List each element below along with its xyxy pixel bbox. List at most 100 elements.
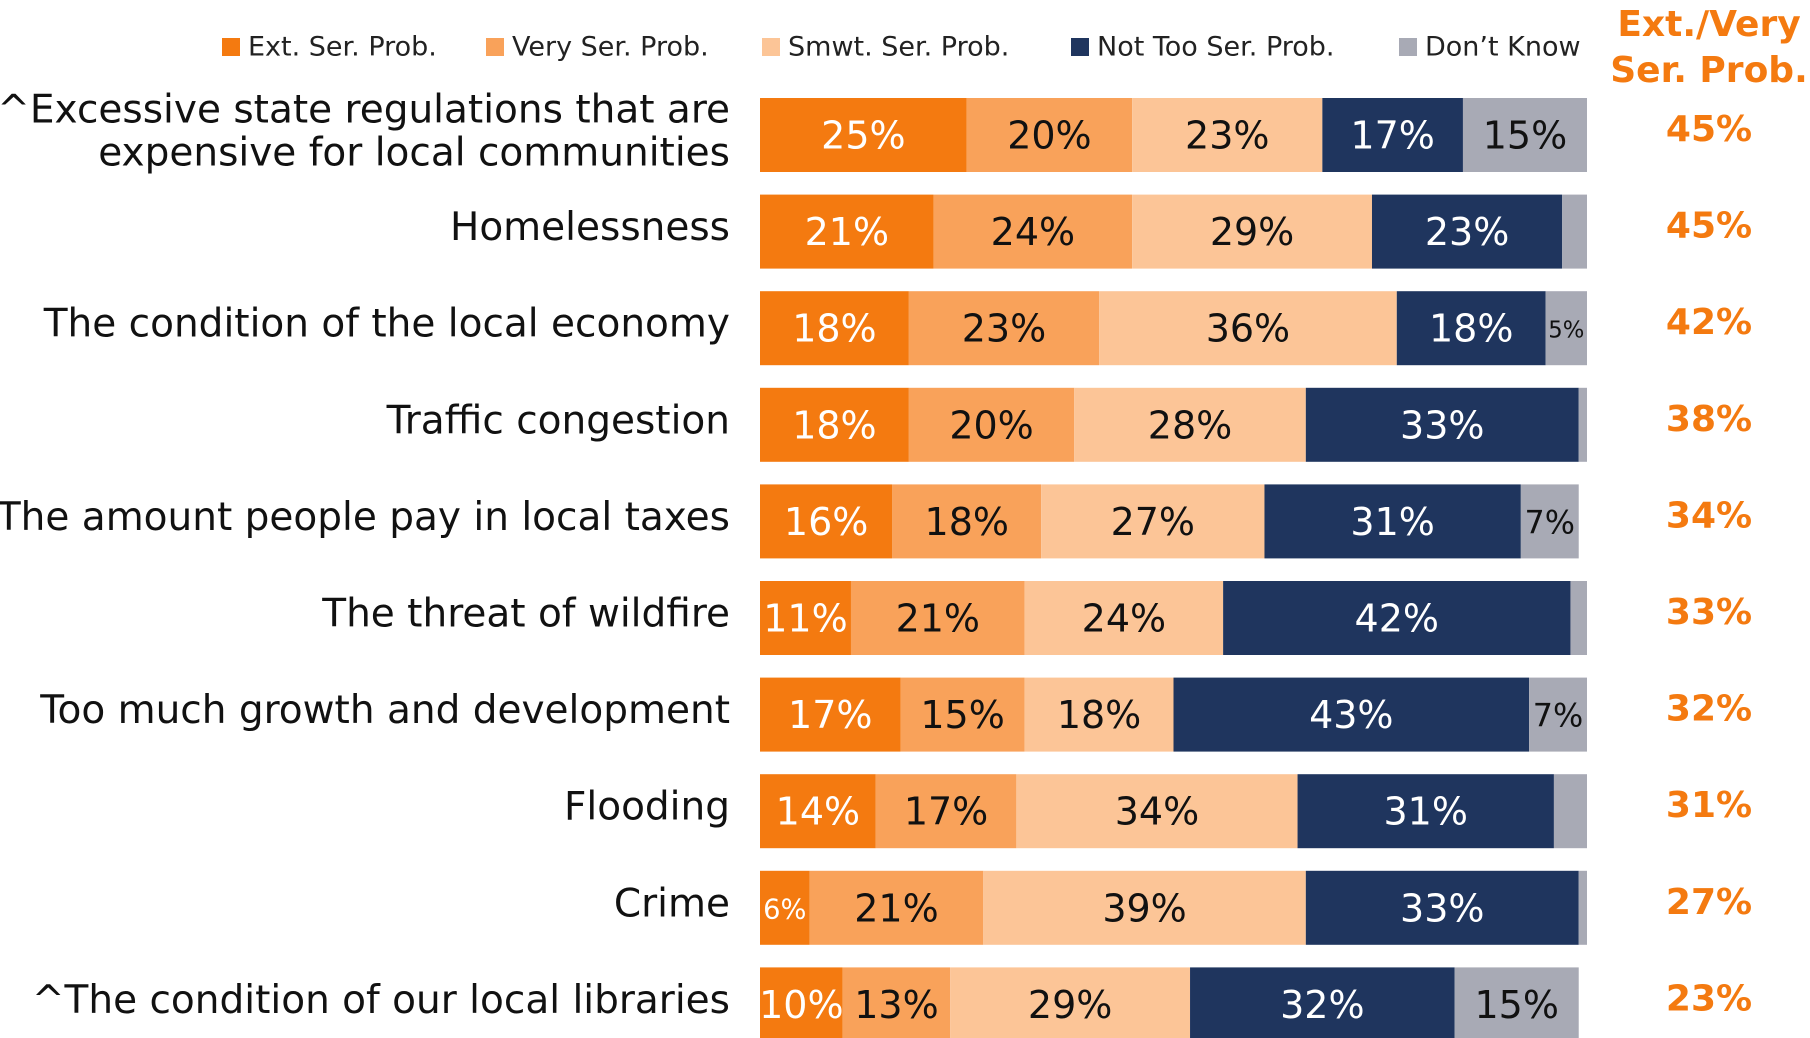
category-label: The condition of the local economy [43, 302, 730, 347]
data-label: 18% [1057, 693, 1141, 737]
data-label: 20% [1007, 114, 1091, 158]
total-label: 42% [1666, 302, 1752, 343]
data-label: 18% [925, 500, 1009, 544]
total-label: 27% [1666, 882, 1752, 923]
category-label: ^The condition of our local libraries [32, 978, 730, 1023]
data-label: 17% [788, 693, 872, 737]
bar-segment [1462, 98, 1587, 172]
legend-label: Not Too Ser. Prob. [1097, 32, 1335, 63]
data-label: 11% [763, 597, 847, 641]
bar-segment [760, 387, 909, 462]
data-label: 21% [805, 210, 889, 254]
bar-segment [760, 291, 909, 366]
bar-segment [850, 581, 1025, 655]
data-label: 15% [1483, 114, 1567, 158]
total-label: 45% [1666, 206, 1752, 247]
bar-segment [1024, 677, 1174, 752]
data-label: 33% [1400, 403, 1484, 447]
legend-swatch [1071, 38, 1089, 56]
data-label: 24% [991, 210, 1075, 254]
data-label: 31% [1350, 500, 1434, 544]
bar-segment [1371, 194, 1563, 269]
data-label: 5% [1548, 318, 1584, 344]
category-label: Too much growth and development [39, 688, 730, 733]
legend-label: Smwt. Ser. Prob. [788, 32, 1009, 63]
data-label: 16% [784, 500, 868, 544]
data-label: 18% [792, 307, 876, 351]
bar-segment [760, 967, 843, 1038]
bar-segment [1553, 774, 1587, 849]
totals-title: Ext./Very [1617, 4, 1800, 45]
legend-swatch [222, 38, 240, 56]
category-label: Traffic congestion [386, 398, 730, 443]
bar-segment [1132, 98, 1323, 172]
bar-segment [1041, 484, 1265, 559]
data-label: 23% [962, 307, 1046, 351]
bar-segment [892, 484, 1042, 559]
bar-segment [1578, 870, 1587, 945]
bar-segment [1190, 967, 1455, 1038]
bar-segment [1132, 194, 1372, 269]
category-label: The amount people pay in local taxes [0, 495, 730, 540]
legend-label: Ext. Ser. Prob. [248, 32, 437, 63]
legend-swatch [1399, 38, 1417, 56]
bar-segment [966, 98, 1133, 172]
legend-label: Don’t Know [1425, 32, 1581, 63]
data-label: 20% [949, 403, 1033, 447]
total-label: 45% [1666, 109, 1752, 150]
data-label: 15% [920, 693, 1004, 737]
data-label: 18% [1429, 307, 1513, 351]
category-label: Homelessness [450, 205, 730, 250]
bar-segment [760, 677, 901, 752]
data-label: 7% [1525, 503, 1576, 541]
total-label: 34% [1666, 495, 1752, 536]
data-label: 32% [1280, 983, 1364, 1027]
bar-segment [900, 677, 1025, 752]
data-label: 18% [792, 403, 876, 447]
bar-segment [1570, 581, 1587, 655]
bar-segment [760, 98, 967, 172]
data-label: 23% [1425, 210, 1509, 254]
totals-title: Ser. Prob. [1610, 50, 1808, 91]
category-label: Crime [614, 881, 730, 926]
bar-segment [809, 870, 984, 945]
data-label: 34% [1115, 790, 1199, 834]
bar-segment [875, 774, 1017, 849]
bar-segment [1024, 581, 1224, 655]
bar-segment [760, 194, 934, 269]
bar-segment [1016, 774, 1298, 849]
bar-segment [1545, 291, 1587, 366]
data-label: 14% [776, 790, 860, 834]
bar-segment [1562, 194, 1587, 269]
bar-segment [1099, 291, 1397, 366]
bar-segment [760, 870, 810, 945]
bar-segment [908, 291, 1100, 366]
bar-segment [1074, 387, 1306, 462]
bar-segment [1305, 870, 1579, 945]
data-label: 7% [1533, 697, 1584, 735]
bar-segment [842, 967, 951, 1038]
bar-segment [908, 387, 1075, 462]
legend-label: Very Ser. Prob. [512, 32, 709, 63]
bar-segment [1322, 98, 1463, 172]
data-label: 36% [1206, 307, 1290, 351]
data-label: 33% [1400, 886, 1484, 930]
bar-segment [1305, 387, 1579, 462]
total-label: 32% [1666, 689, 1752, 730]
bar-segment [1578, 387, 1587, 462]
data-label: 43% [1309, 693, 1393, 737]
bar-segment [983, 870, 1306, 945]
legend-swatch [762, 38, 780, 56]
data-label: 28% [1148, 403, 1232, 447]
data-label: 15% [1474, 983, 1558, 1027]
bar-segment [1223, 581, 1571, 655]
bar-segment [1297, 774, 1554, 849]
data-label: 27% [1111, 500, 1195, 544]
data-label: 42% [1355, 597, 1439, 641]
data-label: 29% [1210, 210, 1294, 254]
data-label: 39% [1102, 886, 1186, 930]
bar-segment [1529, 677, 1587, 752]
bar-segment [950, 967, 1191, 1038]
legend-swatch [486, 38, 504, 56]
